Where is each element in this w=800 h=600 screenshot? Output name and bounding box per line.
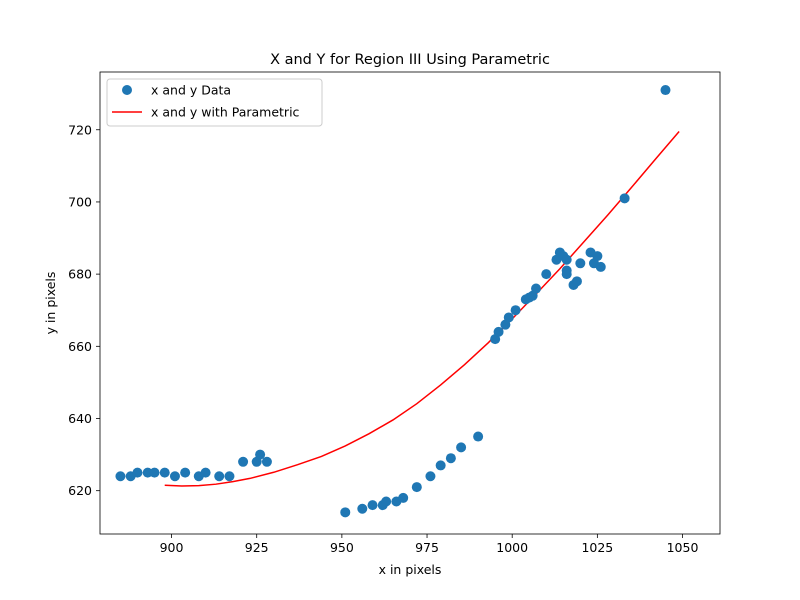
x-axis: 900 925 950 975 1000 1025 1050 <box>160 534 699 555</box>
data-point <box>541 269 552 280</box>
data-point <box>149 467 160 478</box>
y-tick-label: 700 <box>68 194 92 209</box>
data-point <box>411 482 422 493</box>
data-point <box>571 276 582 287</box>
x-tick-label: 1025 <box>581 540 613 555</box>
data-point <box>510 305 521 316</box>
data-point <box>169 471 180 482</box>
data-point <box>261 456 272 467</box>
x-axis-label: x in pixels <box>379 562 442 577</box>
x-tick-label: 975 <box>415 540 439 555</box>
data-point <box>357 503 368 514</box>
data-point <box>595 261 606 272</box>
y-tick-label: 640 <box>68 411 92 426</box>
plot-area <box>115 85 680 518</box>
legend-label-data: x and y Data <box>151 83 231 98</box>
y-axis: 620 640 660 680 700 720 <box>68 122 100 498</box>
line-layer <box>164 131 680 487</box>
x-tick-label: 950 <box>330 540 354 555</box>
data-point <box>398 492 409 503</box>
x-tick-label: 1050 <box>667 540 699 555</box>
data-point <box>214 471 225 482</box>
data-point <box>592 251 603 262</box>
y-tick-label: 620 <box>68 483 92 498</box>
data-point <box>255 449 266 460</box>
x-tick-label: 1000 <box>496 540 528 555</box>
data-point <box>367 500 378 511</box>
data-point <box>180 467 191 478</box>
data-point <box>561 254 572 265</box>
legend-label-curve: x and y with Parametric <box>151 105 300 120</box>
data-point <box>561 269 572 280</box>
data-point <box>575 258 586 269</box>
data-point <box>503 312 514 323</box>
x-tick-label: 925 <box>245 540 269 555</box>
data-point <box>473 431 484 442</box>
data-point <box>200 467 211 478</box>
data-point <box>660 85 671 96</box>
data-point <box>435 460 446 471</box>
data-point <box>224 471 235 482</box>
data-point <box>381 496 392 507</box>
data-point <box>445 453 456 464</box>
plot-frame <box>99 71 721 535</box>
series-line-parametric <box>164 131 680 487</box>
chart-title: X and Y for Region III Using Parametric <box>270 52 550 68</box>
y-tick-label: 680 <box>68 267 92 282</box>
data-point <box>238 456 249 467</box>
data-point <box>159 467 170 478</box>
data-point <box>115 471 126 482</box>
data-point <box>340 507 351 518</box>
data-point <box>425 471 436 482</box>
data-point <box>619 193 630 204</box>
point-layer <box>115 85 671 518</box>
y-axis-label: y in pixels <box>43 272 58 335</box>
legend-box <box>106 78 323 127</box>
y-tick-label: 720 <box>68 122 92 137</box>
data-point <box>531 283 542 294</box>
legend: x and y Data x and y with Parametric <box>106 78 323 127</box>
x-tick-label: 900 <box>160 540 184 555</box>
legend-marker-data <box>122 85 132 95</box>
data-point <box>456 442 467 453</box>
y-tick-label: 660 <box>68 339 92 354</box>
data-point <box>132 467 143 478</box>
data-point <box>493 326 504 337</box>
